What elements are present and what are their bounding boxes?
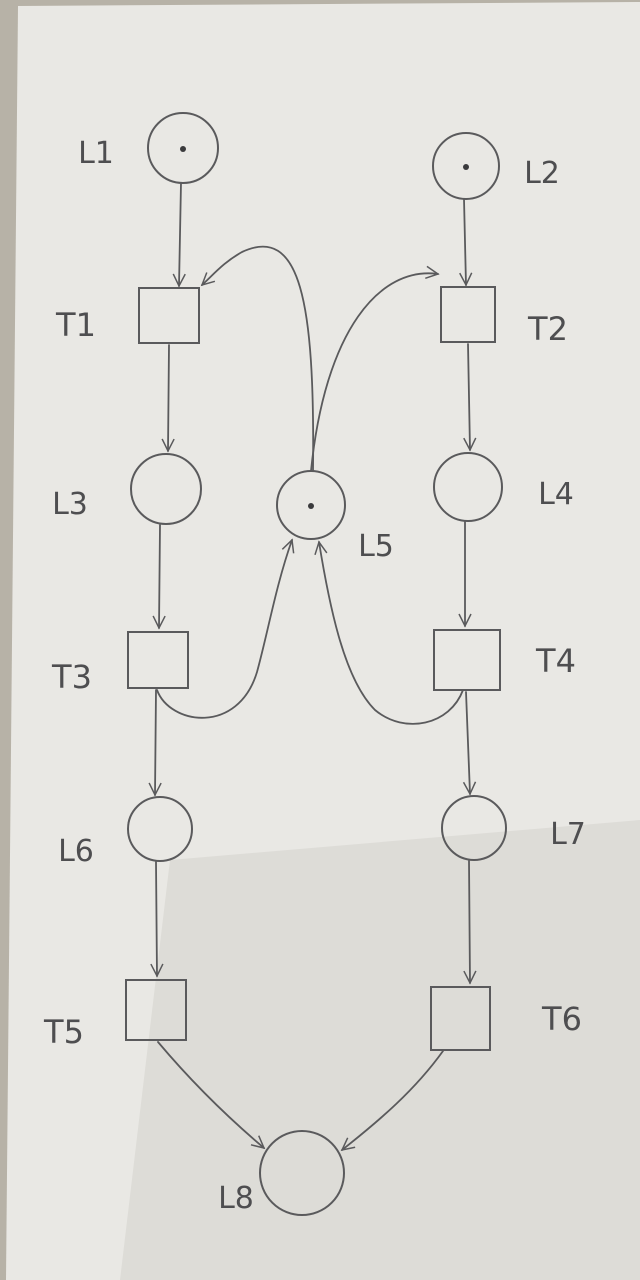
transition-t3 (127, 631, 189, 689)
arcs (148, 182, 477, 1152)
arc-l7-to-t6 (463, 860, 477, 985)
place-label-l2: L2 (524, 156, 560, 191)
transition-label-t5: T5 (43, 1013, 84, 1051)
transition-label-t3: T3 (51, 658, 92, 696)
paper-shadow (120, 820, 640, 1280)
transition-t4 (433, 629, 501, 691)
arc-l6-to-t5 (150, 861, 164, 978)
labels: L1 L2 L3 L4 L5 L6 L7 L8 T1 T2 T3 T4 T5 T6 (43, 136, 586, 1216)
transition-t2 (440, 286, 496, 343)
transition-t5 (125, 979, 187, 1041)
place-l2 (432, 132, 500, 200)
arc-t3-to-l5 (156, 538, 295, 719)
place-l4 (433, 452, 503, 522)
paper-sheet (6, 2, 640, 1280)
transition-label-t1: T1 (55, 306, 96, 344)
arc-t4-to-l5 (314, 540, 464, 725)
place-label-l4: L4 (538, 477, 574, 512)
arc-t4-to-l7 (462, 691, 477, 796)
arc-l5-to-t1 (200, 245, 315, 472)
transition-label-t4: T4 (535, 642, 576, 680)
arc-l2-to-t2 (459, 198, 473, 287)
transition-t1 (138, 287, 200, 344)
arc-t6-to-l8 (340, 1050, 444, 1152)
transition-label-t6: T6 (541, 1000, 582, 1038)
token-l2 (463, 164, 469, 170)
arc-t1-to-l3 (161, 344, 175, 453)
arc-l5-to-t2 (310, 265, 440, 472)
arc-t5-to-l8 (157, 1041, 266, 1150)
place-l5 (276, 470, 346, 540)
place-label-l6: L6 (58, 834, 94, 869)
place-label-l1: L1 (78, 136, 114, 171)
arc-t2-to-l4 (463, 343, 477, 452)
transition-t6 (430, 986, 491, 1051)
arc-t3-to-l6 (148, 689, 162, 797)
transition-label-t2: T2 (527, 310, 568, 348)
place-l8 (259, 1130, 345, 1216)
token-l1 (180, 146, 186, 152)
token-l5 (308, 503, 314, 509)
place-l7 (441, 795, 507, 861)
place-l6 (127, 796, 193, 862)
place-l1 (147, 112, 219, 184)
nodes (125, 112, 507, 1216)
place-label-l7: L7 (550, 817, 586, 852)
place-label-l5: L5 (358, 529, 394, 564)
place-label-l8: L8 (218, 1181, 254, 1216)
arc-l1-to-t1 (172, 182, 186, 288)
place-l3 (130, 453, 202, 525)
place-label-l3: L3 (52, 487, 88, 522)
arc-l3-to-t3 (152, 524, 166, 630)
